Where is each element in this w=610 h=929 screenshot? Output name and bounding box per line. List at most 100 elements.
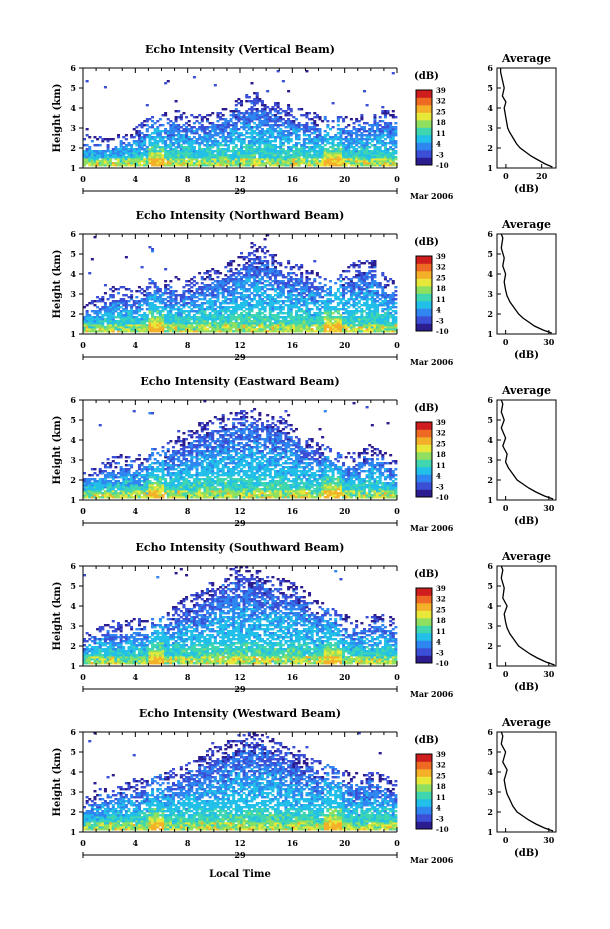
- heatmap-cell: [315, 136, 319, 139]
- heatmap-cell: [281, 288, 285, 291]
- heatmap-cell: [153, 140, 157, 143]
- heatmap-cell: [383, 148, 387, 151]
- heatmap-cell: [229, 136, 233, 139]
- heatmap-cell: [122, 160, 126, 163]
- heatmap-cell: [140, 314, 144, 317]
- heatmap-cell: [247, 290, 251, 293]
- heatmap-cell: [284, 318, 288, 321]
- heatmap-cell: [318, 164, 322, 167]
- heatmap-cell: [336, 298, 340, 301]
- heatmap-cell: [294, 142, 298, 145]
- heatmap-cell: [274, 152, 278, 155]
- heatmap-cell: [151, 116, 155, 119]
- heatmap-cell: [158, 158, 162, 161]
- heatmap-cell: [208, 146, 212, 149]
- heatmap-cell: [360, 138, 364, 141]
- heatmap-cell: [83, 162, 87, 165]
- heatmap-cell: [203, 328, 207, 331]
- heatmap-cell: [281, 322, 285, 325]
- heatmap-cell: [253, 160, 257, 163]
- heatmap-cell: [313, 322, 317, 325]
- heatmap-cell: [211, 142, 215, 145]
- heatmap-cell: [308, 160, 312, 163]
- heatmap-cell: [318, 162, 322, 165]
- heatmap-cell: [247, 272, 251, 275]
- average-x-tick-label: 0: [503, 171, 509, 181]
- heatmap-cell: [383, 112, 387, 115]
- heatmap-cell: [93, 324, 97, 327]
- heatmap-cell: [368, 328, 372, 331]
- heatmap-cell: [389, 312, 393, 315]
- heatmap-cell: [258, 158, 262, 161]
- heatmap-cell: [352, 314, 356, 317]
- heatmap-cell: [370, 290, 374, 293]
- heatmap-cell: [242, 122, 246, 125]
- heatmap-cell: [190, 278, 194, 281]
- heatmap-cell: [368, 316, 372, 319]
- heatmap-cell: [195, 326, 199, 329]
- heatmap-cell: [302, 322, 306, 325]
- heatmap-cell: [326, 308, 330, 311]
- heatmap-cell: [229, 150, 233, 153]
- heatmap-cell: [177, 326, 181, 329]
- heatmap-cell: [263, 252, 267, 255]
- heatmap-cell: [88, 318, 92, 321]
- heatmap-cell: [326, 288, 330, 291]
- heatmap-cell: [281, 150, 285, 153]
- heatmap-cell: [349, 292, 353, 295]
- heatmap-cell: [323, 144, 327, 147]
- heatmap-cell: [229, 290, 233, 293]
- heatmap-cell: [287, 304, 291, 307]
- heatmap-cell: [216, 120, 220, 123]
- heatmap-cell: [260, 328, 264, 331]
- heatmap-cell: [161, 310, 165, 313]
- heatmap-cell: [156, 300, 160, 303]
- heatmap-cell: [357, 280, 361, 283]
- heatmap-cell: [344, 288, 348, 291]
- heatmap-cell: [365, 304, 369, 307]
- heatmap-cell: [250, 108, 254, 111]
- heatmap-cell: [386, 126, 390, 129]
- heatmap-cell: [386, 122, 390, 125]
- heatmap-cell: [308, 302, 312, 305]
- heatmap-cell: [242, 298, 246, 301]
- heatmap-cell: [111, 308, 115, 311]
- heatmap-cell: [376, 142, 380, 145]
- heatmap-cell: [169, 146, 173, 149]
- heatmap-cell: [315, 322, 319, 325]
- heatmap-cell: [211, 144, 215, 147]
- heatmap-cell: [200, 328, 204, 331]
- heatmap-cell: [318, 152, 322, 155]
- heatmap-cell: [274, 330, 278, 333]
- heatmap-cell: [263, 130, 267, 133]
- heatmap-cell: [119, 158, 123, 161]
- heatmap-cell: [394, 150, 398, 153]
- heatmap-cell: [101, 322, 105, 325]
- heatmap-cell: [208, 308, 212, 311]
- heatmap-cell: [234, 138, 238, 141]
- heatmap-cell: [208, 136, 212, 139]
- heatmap-cell: [258, 150, 262, 153]
- heatmap-cell: [292, 150, 296, 153]
- heatmap-cell: [297, 134, 301, 137]
- heatmap-cell: [145, 328, 149, 331]
- heatmap-cell: [331, 308, 335, 311]
- heatmap-cell: [370, 164, 374, 167]
- heatmap-cell: [297, 126, 301, 129]
- heatmap-cell: [216, 148, 220, 151]
- heatmap-cell: [260, 294, 264, 297]
- heatmap-cell: [226, 320, 230, 323]
- heatmap-cell: [287, 150, 291, 153]
- heatmap-cell: [281, 308, 285, 311]
- heatmap-cell: [200, 118, 204, 121]
- heatmap-cell: [200, 290, 204, 293]
- heatmap-cell: [237, 278, 241, 281]
- heatmap-cell: [85, 80, 89, 83]
- heatmap-cell: [119, 142, 123, 145]
- heatmap-cell: [315, 290, 319, 293]
- heatmap-cell: [158, 318, 162, 321]
- heatmap-cell: [281, 124, 285, 127]
- heatmap-cell: [161, 114, 165, 117]
- heatmap-cell: [271, 302, 275, 305]
- heatmap-cell: [323, 316, 327, 319]
